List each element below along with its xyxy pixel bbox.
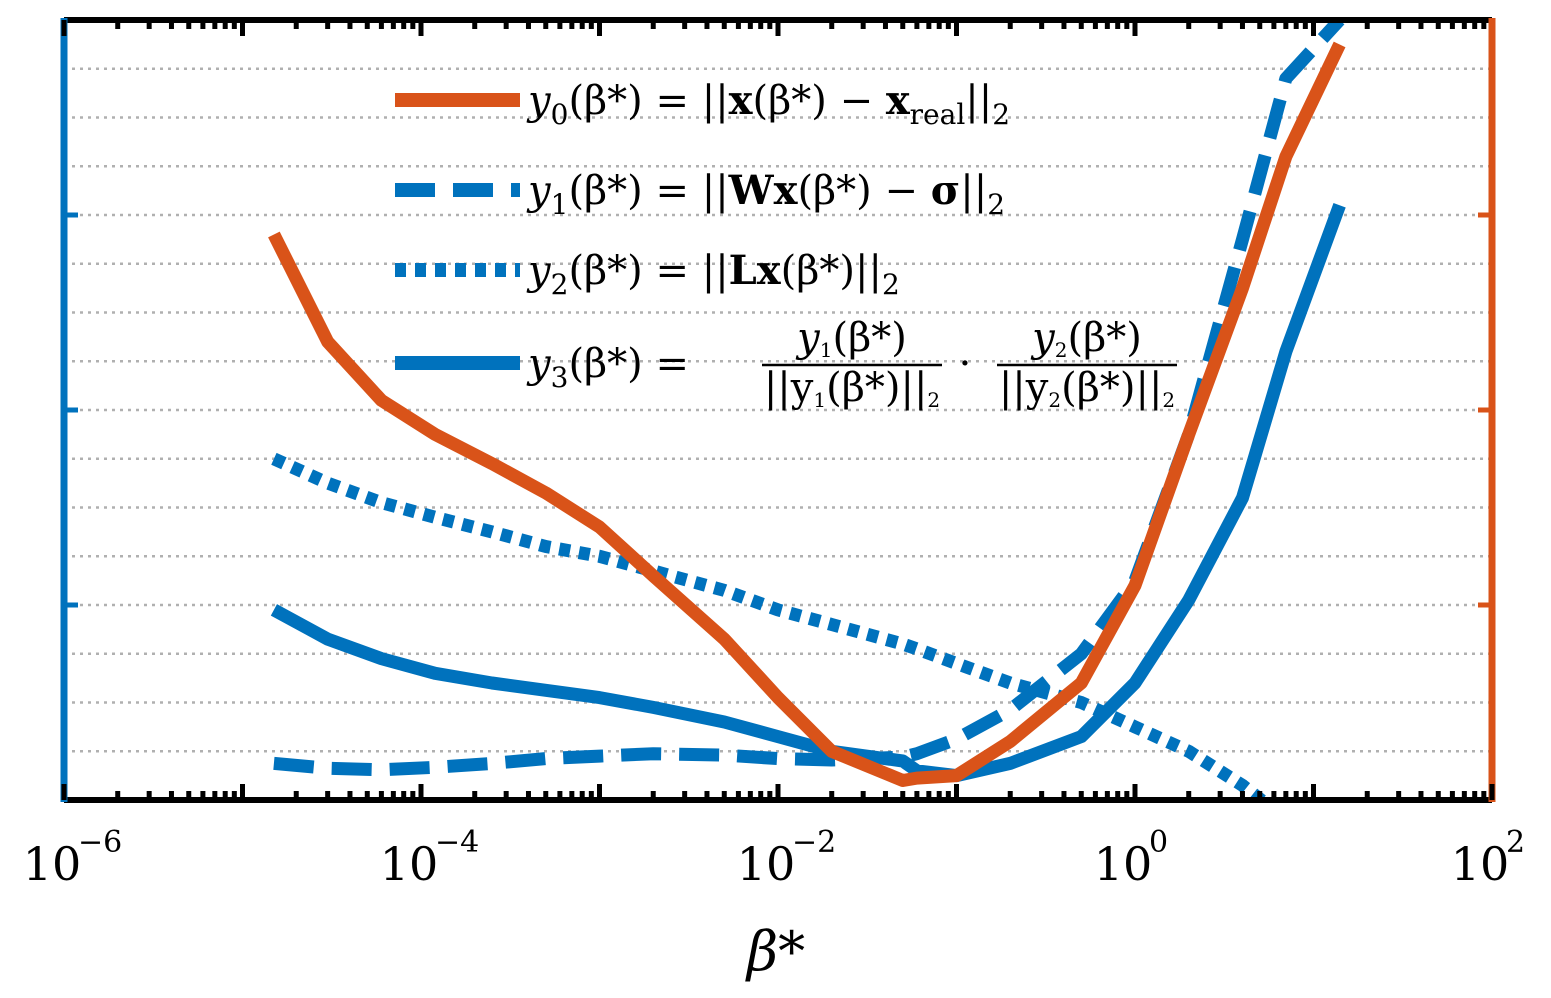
legend-label-text: y1(β*) = ||Wx(β*) − σ||2: [526, 167, 1005, 221]
legend-label-text: y0(β*) = ||x(β*) − xreal||2: [526, 77, 1010, 131]
x-tick-exponent: 2: [1506, 825, 1525, 860]
legend: y0(β*) = ||x(β*) − xreal||2 y1(β*) = ||Wx…: [395, 77, 1177, 412]
legend-label-text: y2(β*) = ||Lx(β*)||2: [526, 247, 900, 301]
x-tick-exponent: −2: [792, 825, 836, 860]
legend-y3-fraction-1: y1(β*)||y1(β*)||2: [762, 315, 942, 412]
legend-label-text: y3(β*) =: [526, 341, 689, 394]
x-tick-base: 10: [1094, 837, 1153, 891]
x-tick-label: 102: [1451, 825, 1525, 891]
x-tick-label: 10−6: [23, 825, 123, 891]
x-tick-base: 10: [1451, 837, 1510, 891]
x-tick-label: 10−2: [737, 825, 837, 891]
series-y2-line: [271, 452, 1272, 800]
x-ticks: [61, 20, 1495, 800]
series-y1-line: [273, 20, 1345, 777]
y-ticks: [64, 212, 1492, 608]
x-tick-exponent: −6: [78, 825, 122, 860]
x-axis-label: β*: [745, 920, 805, 983]
fraction-denominator: ||y2(β*)||2: [999, 365, 1175, 412]
x-tick-base: 10: [380, 837, 439, 891]
x-tick-exponent: −4: [435, 825, 479, 860]
x-tick-exponent: 0: [1149, 825, 1168, 860]
x-tick-label: 10−4: [380, 825, 480, 891]
fraction-numerator: y1(β*): [795, 315, 907, 362]
x-tick-base: 10: [737, 837, 796, 891]
series-layer: [268, 20, 1346, 800]
fraction-numerator: y2(β*): [1030, 315, 1142, 362]
series-y0-line: [268, 41, 1346, 787]
x-tick-label: 100: [1094, 825, 1168, 891]
fraction-denominator: ||y1(β*)||2: [764, 365, 940, 412]
legend-y3-fraction-2: y2(β*)||y2(β*)||2: [997, 315, 1177, 412]
x-tick-labels: 10−6 10−4 10−2 100 102: [23, 825, 1525, 891]
x-tick-base: 10: [23, 837, 82, 891]
legend-dot-operator: ·: [959, 341, 972, 387]
